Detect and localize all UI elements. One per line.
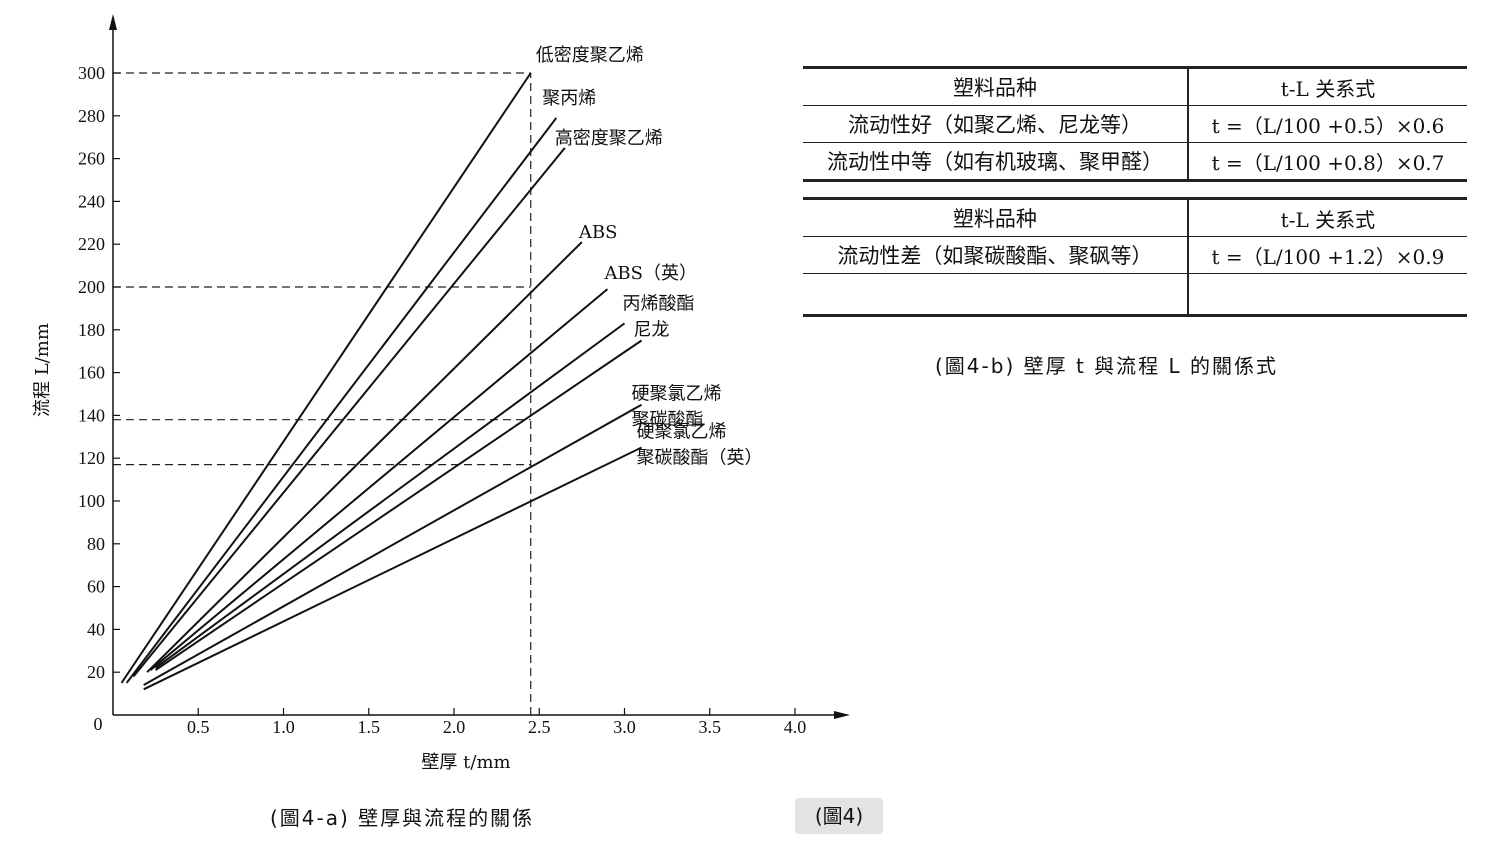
x-tick-label: 0.5 xyxy=(187,717,210,737)
y-axis-arrow xyxy=(109,14,117,30)
series-label: 硬聚氯乙烯聚碳酸酯（英） xyxy=(637,422,763,469)
series-label: ABS xyxy=(578,222,618,243)
axes xyxy=(109,14,850,719)
figure-a-caption: (圖4-a) 壁厚與流程的關係 xyxy=(270,806,535,830)
table-1-header-row: 塑料品种 t-L 关系式 xyxy=(803,66,1467,106)
y-tick-label: 180 xyxy=(78,320,105,340)
y-tick-label: 280 xyxy=(78,106,105,126)
x-tick-label: 1.0 xyxy=(272,717,295,737)
y-tick-label: 20 xyxy=(87,662,105,682)
y-tick-label: 80 xyxy=(87,534,105,554)
table-1-header-formula: t-L 关系式 xyxy=(1187,66,1467,106)
x-axis-arrow xyxy=(834,711,850,719)
y-axis-title: 流程 L/mm xyxy=(32,323,53,417)
origin-label: 0 xyxy=(94,714,103,734)
series-label: 聚丙烯 xyxy=(542,88,596,109)
table-cell-material xyxy=(803,273,1189,317)
x-tick-label: 4.0 xyxy=(784,717,807,737)
series-label: 低密度聚乙烯 xyxy=(536,45,644,66)
series-label: 丙烯酸酯 xyxy=(623,293,695,314)
table-row: 流动性差（如聚碳酸酯、聚砜等） t =（L/100 +1.2）×0.9 xyxy=(803,236,1467,274)
series-lines xyxy=(120,72,643,691)
table-cell-material: 流动性中等（如有机玻璃、聚甲醛） xyxy=(803,142,1189,182)
relation-table-2: 塑料品种 t-L 关系式 流动性差（如聚碳酸酯、聚砜等） t =（L/100 +… xyxy=(803,197,1467,317)
figure-badge: (圖4) xyxy=(795,798,883,834)
table-row xyxy=(803,273,1467,317)
y-tick-label: 60 xyxy=(87,577,105,597)
series-line xyxy=(155,322,626,669)
table-row: 流动性好（如聚乙烯、尼龙等） t =（L/100 +0.5）×0.6 xyxy=(803,105,1467,143)
table-cell-formula xyxy=(1187,273,1467,317)
table-cell-material: 流动性好（如聚乙烯、尼龙等） xyxy=(803,105,1189,143)
axis-ticks: 0.5 1.0 1.5 2.0 2.5 3.0 3.5 4.0 20 40 60 80 100 120 14… xyxy=(78,63,806,737)
table-2-header-row: 塑料品种 t-L 关系式 xyxy=(803,197,1467,237)
y-tick-label: 200 xyxy=(78,277,105,297)
table-cell-formula: t =（L/100 +0.8）×0.7 xyxy=(1187,142,1467,182)
x-tick-label: 2.5 xyxy=(528,717,551,737)
x-tick-label: 3.5 xyxy=(699,717,722,737)
series-line xyxy=(132,147,566,678)
series-line xyxy=(146,241,583,673)
table-cell-material: 流动性差（如聚碳酸酯、聚砜等） xyxy=(803,236,1189,274)
y-tick-label: 140 xyxy=(78,405,105,425)
series-line xyxy=(120,72,532,684)
series-line xyxy=(149,288,609,671)
y-tick-label: 120 xyxy=(78,448,105,468)
series-label: 尼龙 xyxy=(634,320,670,341)
series-line xyxy=(143,403,643,686)
y-tick-label: 160 xyxy=(78,363,105,383)
series-label: ABS（英） xyxy=(603,263,697,284)
y-tick-label: 220 xyxy=(78,234,105,254)
figure-b-caption: (圖4-b) 壁厚 t 與流程 L 的關係式 xyxy=(935,354,1279,378)
x-tick-label: 1.5 xyxy=(358,717,381,737)
series-line xyxy=(155,339,643,671)
series-line xyxy=(143,446,642,691)
reference-dashed-lines xyxy=(113,72,532,715)
table-1-header-material: 塑料品种 xyxy=(803,66,1189,106)
table-2-header-material: 塑料品种 xyxy=(803,197,1189,237)
series-label: 高密度聚乙烯 xyxy=(555,128,663,149)
y-tick-label: 100 xyxy=(78,491,105,511)
table-cell-formula: t =（L/100 +1.2）×0.9 xyxy=(1187,236,1467,274)
y-tick-label: 40 xyxy=(87,619,105,639)
relation-table-1: 塑料品种 t-L 关系式 流动性好（如聚乙烯、尼龙等） t =（L/100 +0… xyxy=(803,66,1467,182)
series-line xyxy=(125,117,558,684)
x-axis-title: 壁厚 t/mm xyxy=(421,752,510,773)
x-tick-label: 2.0 xyxy=(443,717,466,737)
wall-thickness-flow-chart: 0.5 1.0 1.5 2.0 2.5 3.0 3.5 4.0 20 40 60 80 100 120 14… xyxy=(32,14,850,773)
series-label: 硬聚氯乙烯聚碳酸酯 xyxy=(632,384,722,431)
table-cell-formula: t =（L/100 +0.5）×0.6 xyxy=(1187,105,1467,143)
table-2-header-formula: t-L 关系式 xyxy=(1187,197,1467,237)
y-tick-label: 300 xyxy=(78,63,105,83)
x-tick-label: 3.0 xyxy=(613,717,636,737)
y-tick-label: 240 xyxy=(78,191,105,211)
y-tick-label: 260 xyxy=(78,149,105,169)
table-row: 流动性中等（如有机玻璃、聚甲醛） t =（L/100 +0.8）×0.7 xyxy=(803,142,1467,182)
